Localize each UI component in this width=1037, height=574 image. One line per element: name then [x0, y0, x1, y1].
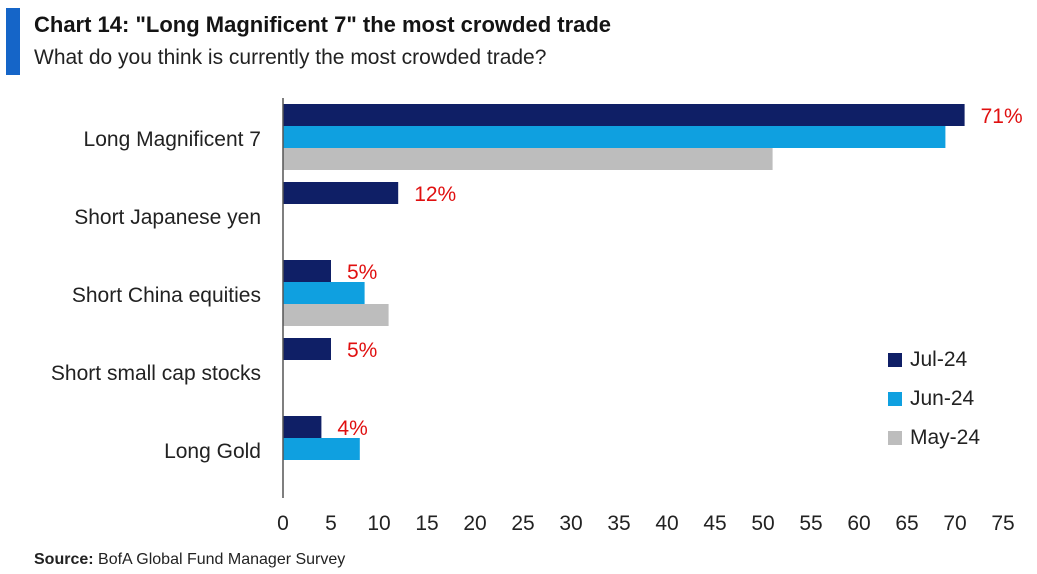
legend-item: Jun-24 — [888, 379, 980, 418]
bar-jul-24-4 — [283, 416, 322, 438]
x-tick-label: 65 — [895, 512, 918, 535]
bar-jul-24-3 — [283, 338, 331, 360]
x-tick-label: 55 — [799, 512, 822, 535]
x-tick-label: 40 — [655, 512, 678, 535]
data-label: 5% — [347, 339, 377, 362]
data-label: 5% — [347, 261, 377, 284]
bar-may-24-0 — [283, 148, 773, 170]
x-tick-label: 35 — [607, 512, 630, 535]
legend-swatch — [888, 391, 902, 406]
x-tick-label: 50 — [751, 512, 774, 535]
bar-may-24-2 — [283, 304, 389, 326]
data-label: 4% — [337, 417, 367, 440]
legend-item: Jul-24 — [888, 340, 980, 379]
category-label: Long Magnificent 7 — [84, 128, 261, 151]
legend-label: Jul-24 — [910, 347, 968, 371]
source-text: BofA Global Fund Manager Survey — [98, 551, 346, 568]
x-tick-label: 45 — [703, 512, 726, 535]
x-tick-label: 25 — [511, 512, 534, 535]
x-tick-label: 5 — [325, 512, 337, 535]
legend-label: May-24 — [910, 425, 981, 449]
chart-title: Chart 14: "Long Magnificent 7" the most … — [34, 12, 612, 37]
category-label: Short Japanese yen — [74, 206, 261, 229]
bar-jun-24-2 — [283, 282, 365, 304]
x-tick-label: 75 — [991, 512, 1014, 535]
source-label: Source: — [34, 551, 94, 568]
x-tick-label: 10 — [367, 512, 390, 535]
legend-swatch — [888, 430, 902, 445]
title-accent-bar — [6, 8, 20, 75]
bar-jun-24-4 — [283, 438, 360, 460]
x-tick-label: 15 — [415, 512, 438, 535]
chart-subtitle: What do you think is currently the most … — [34, 46, 547, 69]
x-tick-label: 30 — [559, 512, 582, 535]
data-label: 71% — [981, 105, 1023, 128]
category-label: Short small cap stocks — [51, 362, 261, 385]
bar-jun-24-0 — [283, 126, 946, 148]
bar-jul-24-1 — [283, 182, 399, 204]
legend-item: May-24 — [888, 418, 980, 457]
legend-label: Jun-24 — [910, 386, 975, 410]
category-label: Short China equities — [72, 284, 261, 307]
x-tick-label: 60 — [847, 512, 870, 535]
bar-jul-24-2 — [283, 260, 331, 282]
legend-swatch — [888, 352, 902, 367]
chart-legend: Jul-24 Jun-24 May-24 — [888, 340, 980, 457]
category-label: Long Gold — [164, 440, 261, 463]
x-tick-label: 20 — [463, 512, 486, 535]
source-note: Source: BofA Global Fund Manager Survey — [34, 551, 345, 569]
bar-jul-24-0 — [283, 104, 965, 126]
data-label: 12% — [414, 183, 456, 206]
x-tick-label: 0 — [277, 512, 289, 535]
x-tick-label: 70 — [943, 512, 966, 535]
